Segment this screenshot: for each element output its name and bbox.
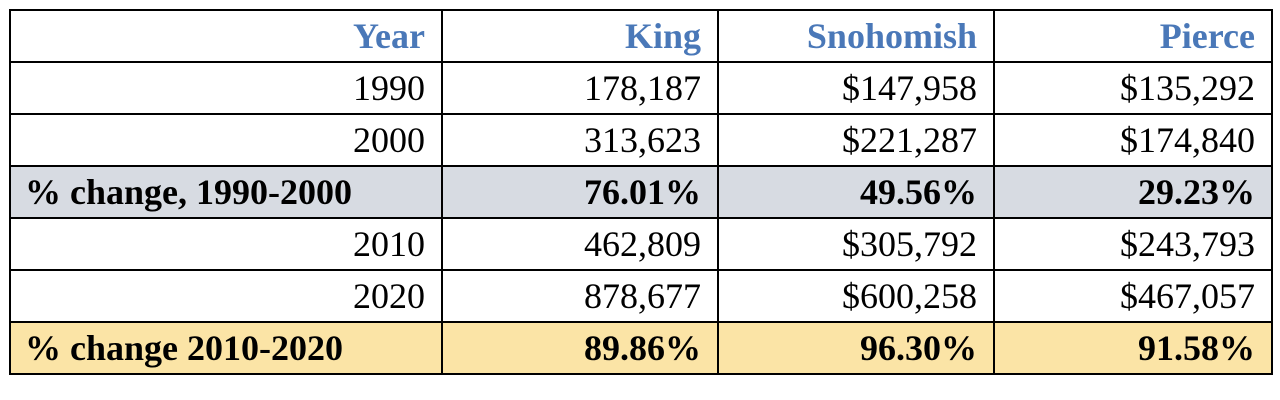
header-king: King (441, 9, 719, 63)
summary-king: 89.86% (441, 321, 719, 375)
summary-label: % change, 1990-2000 (9, 165, 443, 219)
cell-king: 178,187 (441, 61, 719, 115)
summary-row-1990-2000: % change, 1990-2000 76.01% 49.56% 29.23% (9, 165, 1273, 219)
data-table: Year King Snohomish Pierce 1990 178,187 … (9, 9, 1273, 375)
header-year: Year (9, 9, 443, 63)
summary-pierce: 29.23% (993, 165, 1273, 219)
cell-king: 313,623 (441, 113, 719, 167)
table-row-2020: 2020 878,677 $600,258 $467,057 (9, 269, 1273, 323)
cell-pierce: $467,057 (993, 269, 1273, 323)
cell-year: 2020 (9, 269, 443, 323)
cell-king: 878,677 (441, 269, 719, 323)
summary-pierce: 91.58% (993, 321, 1273, 375)
table-row-2000: 2000 313,623 $221,287 $174,840 (9, 113, 1273, 167)
table-row-2010: 2010 462,809 $305,792 $243,793 (9, 217, 1273, 271)
header-pierce: Pierce (993, 9, 1273, 63)
table-row-1990: 1990 178,187 $147,958 $135,292 (9, 61, 1273, 115)
summary-row-2010-2020: % change 2010-2020 89.86% 96.30% 91.58% (9, 321, 1273, 375)
summary-snohomish: 49.56% (717, 165, 995, 219)
cell-snohomish: $305,792 (717, 217, 995, 271)
cell-snohomish: $147,958 (717, 61, 995, 115)
cell-pierce: $174,840 (993, 113, 1273, 167)
cell-year: 2010 (9, 217, 443, 271)
cell-king: 462,809 (441, 217, 719, 271)
summary-label: % change 2010-2020 (9, 321, 443, 375)
cell-year: 2000 (9, 113, 443, 167)
table-header-row: Year King Snohomish Pierce (9, 9, 1273, 63)
cell-year: 1990 (9, 61, 443, 115)
header-snohomish: Snohomish (717, 9, 995, 63)
cell-snohomish: $600,258 (717, 269, 995, 323)
cell-pierce: $135,292 (993, 61, 1273, 115)
cell-pierce: $243,793 (993, 217, 1273, 271)
cell-snohomish: $221,287 (717, 113, 995, 167)
summary-king: 76.01% (441, 165, 719, 219)
data-table-container: Year King Snohomish Pierce 1990 178,187 … (9, 9, 1273, 375)
summary-snohomish: 96.30% (717, 321, 995, 375)
